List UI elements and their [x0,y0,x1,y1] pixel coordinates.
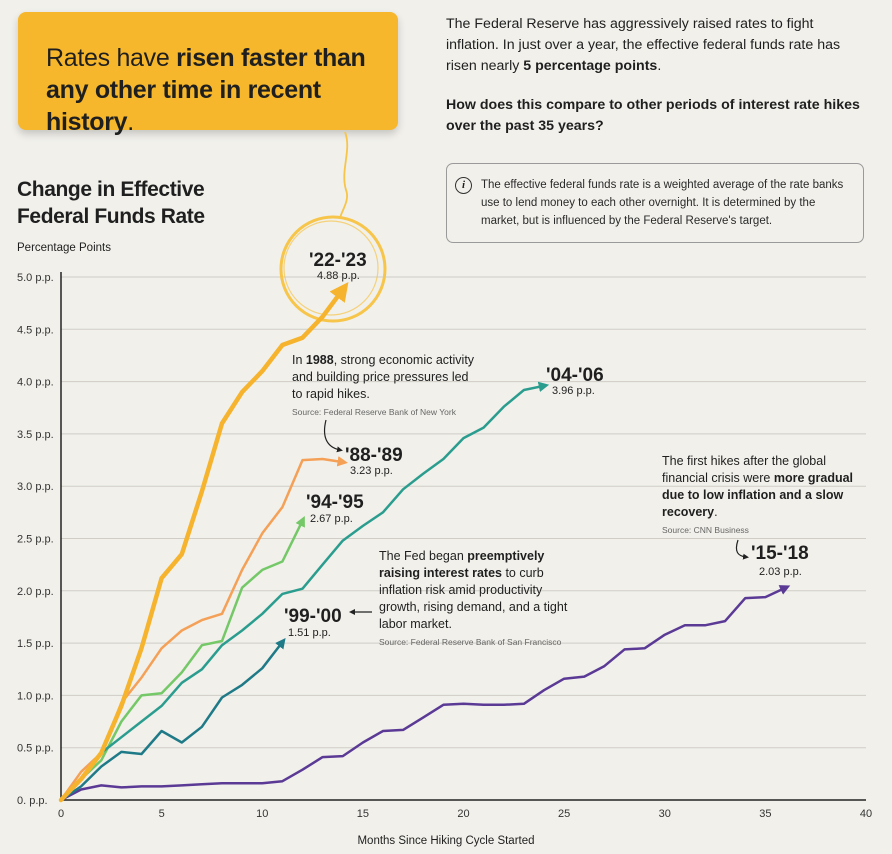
connector-2015 [735,539,749,560]
series-name-label: '88-'89 [345,445,403,466]
annotation-1999-post: to curb inflation risk amid productivity… [379,566,568,631]
y-tick-label: 0. p.p. [17,795,48,807]
highlight-connector [339,131,349,219]
annotation-1988-source: Source: Federal Reserve Bank of New York [292,407,456,417]
series-value-label: 4.88 p.p. [317,270,360,282]
intro-paragraph: The Federal Reserve has aggressively rai… [446,14,866,77]
info-box: i The effective federal funds rate is a … [446,163,864,243]
series-line [58,282,349,803]
annotation-1999-pre: The Fed began [379,549,468,563]
y-tick-label: 1.0 p.p. [17,690,54,702]
series-line [59,585,791,802]
y-tick-label: 5.0 p.p. [17,272,54,284]
axes: 0. p.p. 0.5 p.p. 1.0 p.p. 1.5 p.p. 2.0 p.p. 2… [17,272,872,820]
x-axis-label: Months Since Hiking Cycle Started [357,835,535,847]
annotation-1988-pre: In [292,353,306,367]
x-tick-label: 35 [759,808,771,820]
series-value-label: 1.51 p.p. [288,627,331,639]
series-name-label: '15-'18 [751,543,809,564]
series-name-label: '94-'95 [306,492,364,513]
headline-part1: Rates have [46,44,177,72]
highlight-decoration [279,131,387,323]
y-tick-label: 4.5 p.p. [17,324,54,336]
headline-end: . [127,108,134,136]
info-icon: i [455,177,472,194]
annotation-1988-post: , strong economic activity and building … [292,353,475,401]
series-name-label: '04-'06 [546,365,604,386]
chart-title: Change in Effective Federal Funds Rate [17,178,205,228]
x-tick-label: 15 [357,808,369,820]
y-tick-label: 0.5 p.p. [17,743,54,755]
series-line [59,381,550,802]
series-name-label: '99-'00 [284,606,342,627]
annotation-1988-bold: 1988 [305,353,334,367]
y-tick-label: 2.5 p.p. [17,534,54,546]
annotation-2015-post: . [714,505,718,519]
info-text: The effective federal funds rate is a we… [481,179,844,227]
highlight-circle-inner [283,220,379,316]
annotation-1988: In 1988, strong economic activity and bu… [292,352,482,419]
x-tick-label: 20 [457,808,469,820]
series-name-label: '22-'23 [309,250,367,271]
y-axis-label: Percentage Points [17,242,111,254]
annotation-2015-source: Source: CNN Business [662,525,749,535]
grid [61,276,866,749]
intro-text: The Federal Reserve has aggressively rai… [446,16,841,74]
y-tick-label: 2.0 p.p. [17,586,54,598]
y-tick-label: 3.0 p.p. [17,481,54,493]
highlight-circle [279,215,387,323]
annotation-1999-bold: preemptively raising interest rates [379,549,545,580]
x-tick-label: 30 [659,808,671,820]
series-value-label: 3.23 p.p. [350,465,393,477]
y-tick-label: 1.5 p.p. [17,638,54,650]
headline: Rates have risen faster than any other t… [46,42,386,138]
series-value-label: 2.03 p.p. [759,566,802,578]
intro-bold: 5 percentage points [523,58,658,74]
y-tick-label: 3.5 p.p. [17,429,54,441]
annotation-2015-bold: more gradual due to low inflation and a … [662,471,854,519]
series-line [59,515,305,802]
x-tick-label: 5 [159,808,165,820]
y-tick-label: 4.0 p.p. [17,377,54,389]
x-tick-label: 40 [860,808,872,820]
series-value-label: 3.96 p.p. [552,385,595,397]
series-line [59,637,286,802]
connector-1988 [323,419,343,453]
series-labels: '22-'234.88 p.p. '04-'063.96 p.p. '88-'893… [284,250,809,639]
x-tick-label: 10 [256,808,268,820]
series-lines [58,282,791,803]
headline-bold: risen faster than any other time in rece… [46,44,366,136]
series-value-label: 2.67 p.p. [310,513,353,525]
headline-box: Rates have risen faster than any other t… [18,12,398,136]
x-tick-label: 0 [58,808,64,820]
annotation-1999-source: Source: Federal Reserve Bank of San Fran… [379,637,562,647]
x-tick-label: 25 [558,808,570,820]
annotation-2015-pre: The first hikes after the global financi… [662,454,826,485]
intro-end: . [657,58,662,74]
annotation-1999: The Fed began preemptively raising inter… [379,548,579,649]
intro-question: How does this compare to other periods o… [446,97,860,134]
annotation-2015: The first hikes after the global financi… [662,453,872,537]
